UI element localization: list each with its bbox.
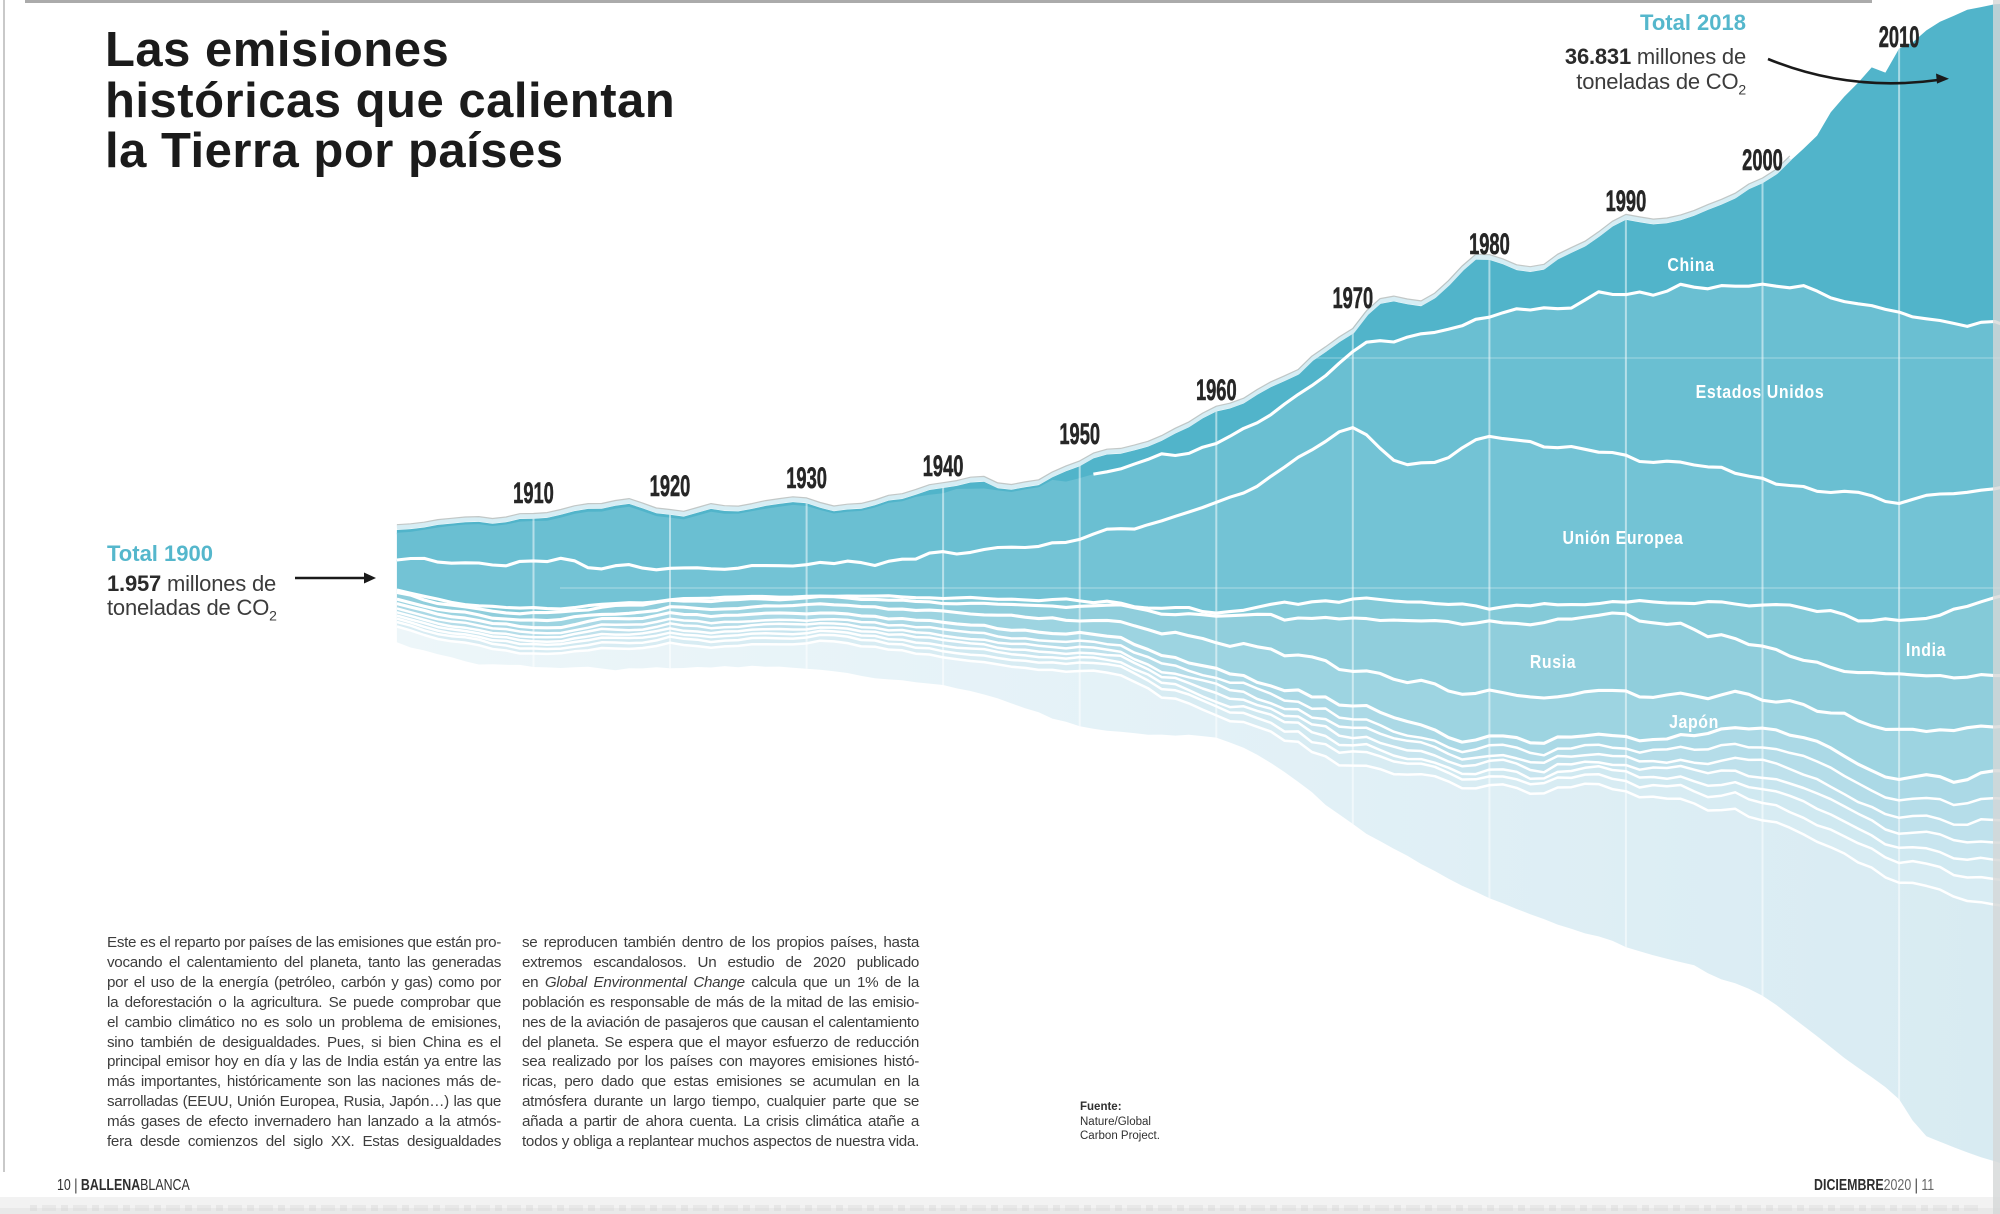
svg-text:1940: 1940 bbox=[923, 451, 964, 483]
svg-text:1980: 1980 bbox=[1469, 229, 1510, 261]
svg-text:Japón: Japón bbox=[1669, 711, 1719, 732]
svg-text:1920: 1920 bbox=[650, 471, 691, 503]
svg-text:1960: 1960 bbox=[1196, 375, 1237, 407]
svg-text:Unión Europea: Unión Europea bbox=[1563, 527, 1684, 548]
svg-text:2010: 2010 bbox=[1879, 22, 1920, 54]
svg-text:India: India bbox=[1906, 639, 1946, 660]
svg-text:Estados Unidos: Estados Unidos bbox=[1696, 381, 1825, 402]
svg-text:1970: 1970 bbox=[1332, 283, 1373, 315]
svg-text:China: China bbox=[1667, 254, 1714, 275]
svg-text:Rusia: Rusia bbox=[1530, 651, 1576, 672]
svg-text:2000: 2000 bbox=[1742, 145, 1783, 177]
svg-text:1930: 1930 bbox=[786, 463, 827, 495]
svg-text:1910: 1910 bbox=[513, 478, 554, 510]
svg-text:1950: 1950 bbox=[1059, 419, 1100, 451]
svg-text:1990: 1990 bbox=[1606, 186, 1647, 218]
